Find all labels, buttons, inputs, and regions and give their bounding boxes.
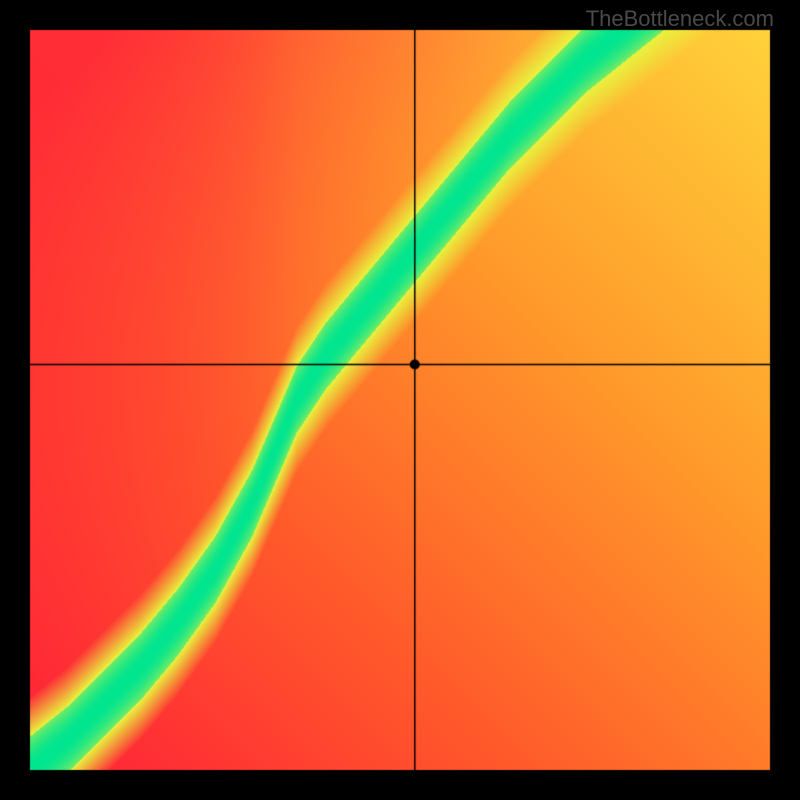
chart-container: TheBottleneck.com — [0, 0, 800, 800]
bottleneck-heatmap — [0, 0, 800, 800]
source-watermark: TheBottleneck.com — [586, 6, 774, 32]
